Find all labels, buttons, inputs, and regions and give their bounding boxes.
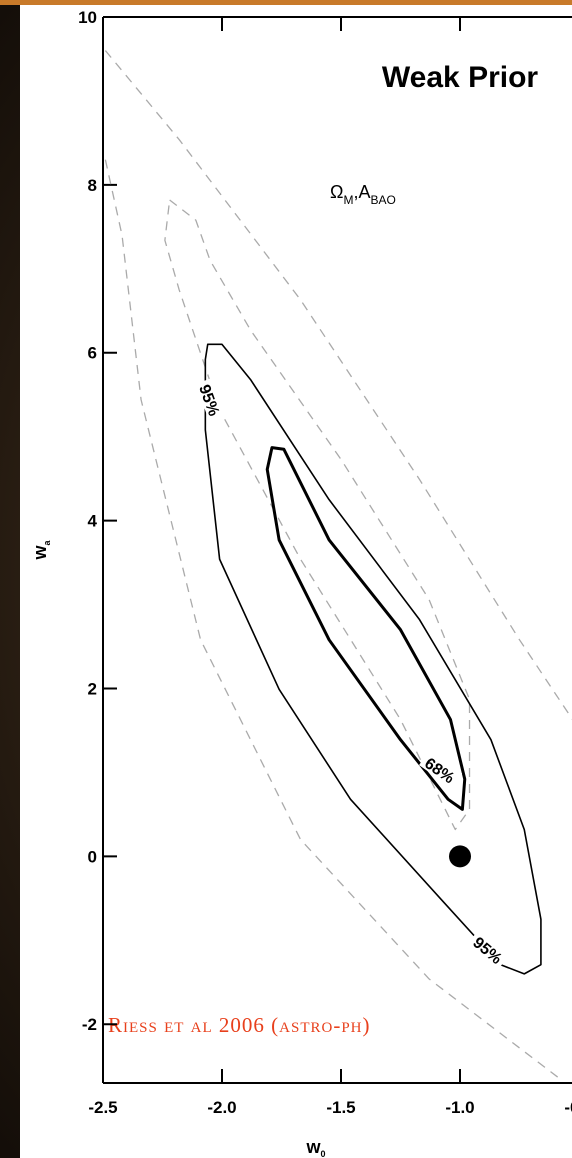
y-tick-label: 2 — [88, 679, 97, 698]
x-tick-label: -2.0 — [207, 1098, 236, 1117]
x-tick-label: -1.0 — [445, 1098, 474, 1117]
y-tick-label: 0 — [88, 847, 97, 866]
dashed-contour — [104, 50, 572, 720]
x-tick-label: -0.5 — [564, 1098, 572, 1117]
x-tick-label: -1.5 — [326, 1098, 355, 1117]
x-axis-label: w0 — [305, 1137, 325, 1158]
credit: Riess et al 2006 (astro-ph) — [108, 1013, 371, 1037]
annotation: ΩM,ABAO — [330, 182, 396, 207]
y-tick-label: -2 — [82, 1015, 97, 1034]
dashed-contour — [164, 199, 471, 831]
contour-label-bg — [467, 929, 510, 969]
dashed-contour — [104, 159, 561, 1080]
plot-panel — [20, 5, 572, 1158]
y-tick-label: 8 — [88, 176, 97, 195]
chart-title: Weak Prior — [382, 61, 539, 94]
best-fit-point — [449, 845, 471, 868]
x-tick-label: -2.5 — [88, 1098, 117, 1117]
contour-label-bg — [195, 377, 227, 422]
y-axis-label: wa — [30, 540, 52, 561]
confidence-contour — [265, 446, 467, 811]
y-tick-label: 4 — [88, 512, 98, 531]
contour-label-bg — [419, 750, 463, 789]
y-tick-label: 10 — [78, 8, 97, 27]
confidence-contour — [204, 343, 542, 975]
top-border — [0, 0, 572, 5]
y-tick-label: 6 — [88, 344, 97, 363]
